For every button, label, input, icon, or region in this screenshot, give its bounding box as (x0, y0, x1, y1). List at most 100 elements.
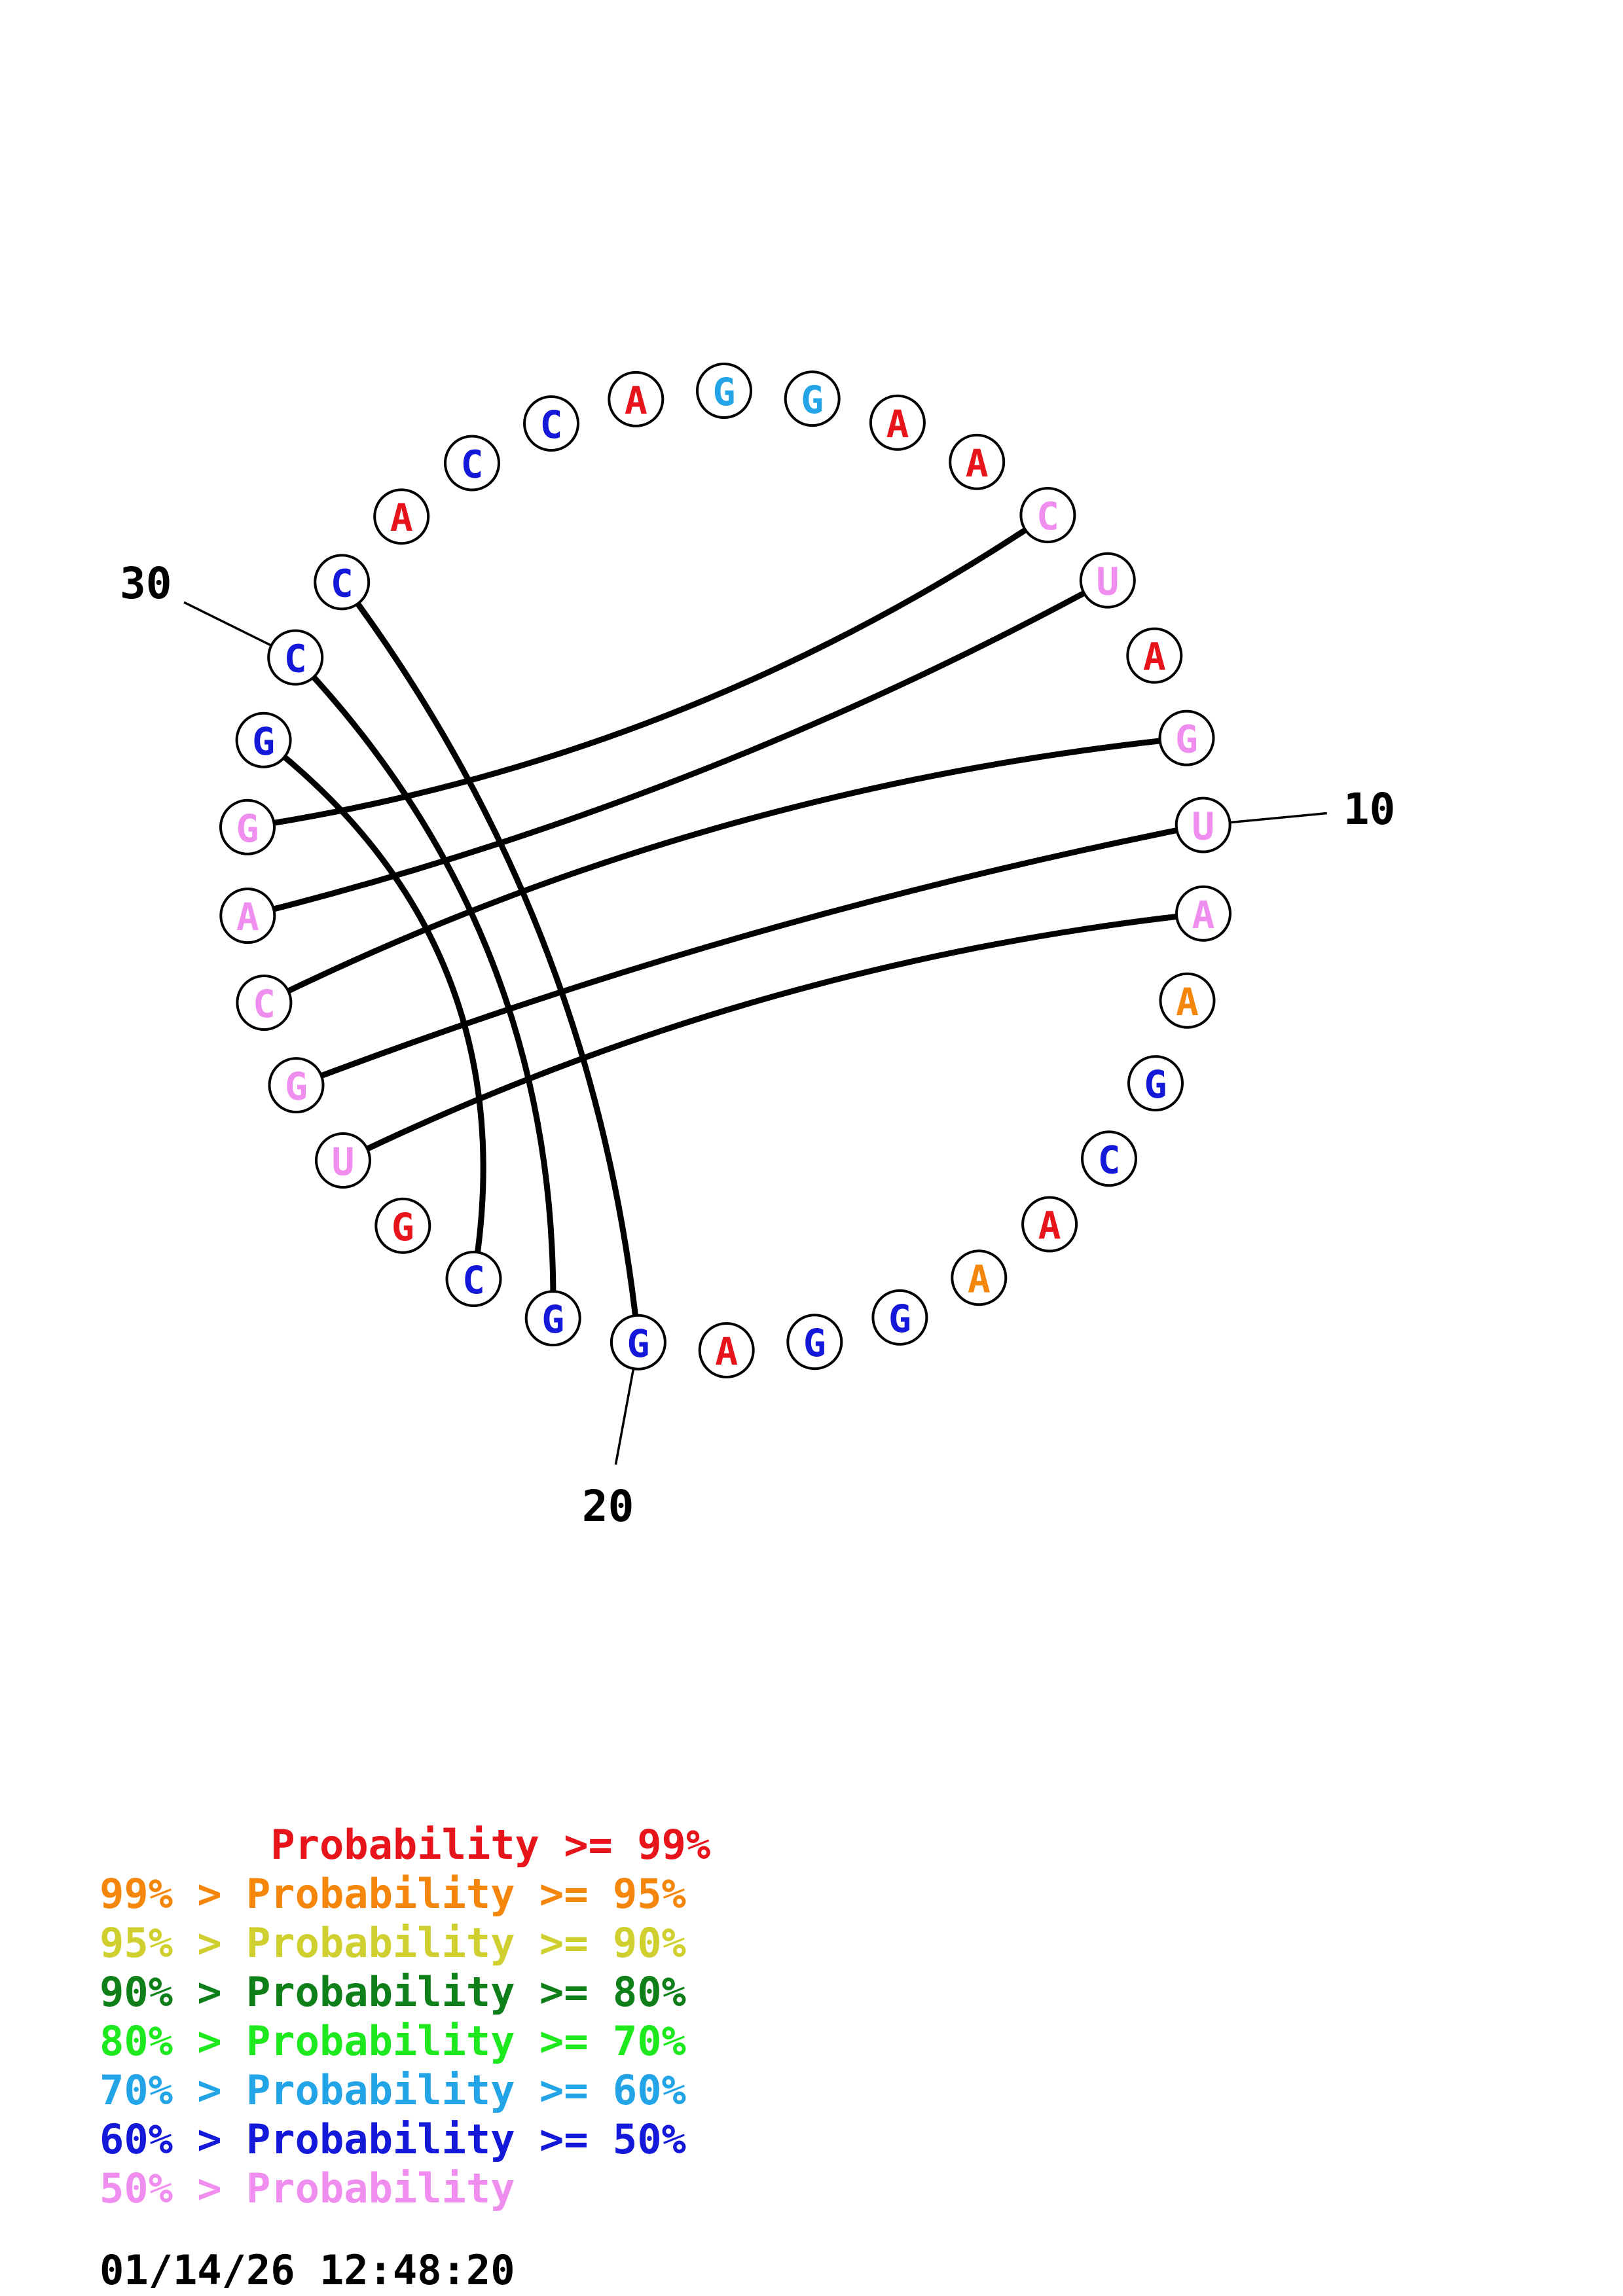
nucleotide-circle (610, 1314, 666, 1371)
nucleotide-letter: G (888, 1297, 911, 1341)
legend-entry-p50: 60% > Probability >= 50% (100, 2115, 686, 2163)
nucleotide-30: C (267, 629, 324, 686)
nucleotide-letter: A (625, 378, 647, 423)
nucleotide-25: G (268, 1057, 325, 1114)
nucleotide-circle (523, 395, 579, 452)
tick-line-30 (183, 601, 272, 647)
nucleotide-letter: A (236, 895, 259, 939)
nucleotide-letter: U (1192, 804, 1214, 849)
nucleotide-6: C (1019, 487, 1076, 543)
nucleotide-letter: G (627, 1321, 649, 1366)
nucleotide-circle (784, 370, 841, 427)
nucleotide-23: G (374, 1197, 431, 1254)
nucleotide-circle (444, 435, 500, 492)
nucleotide-10: U (1175, 797, 1231, 853)
nucleotide-4: A (869, 394, 926, 451)
nucleotide-letter: C (284, 637, 307, 681)
nucleotide-letter: A (1192, 893, 1215, 937)
timestamp: 01/14/26 12:48:20 (100, 2246, 515, 2294)
nucleotide-3: G (784, 370, 841, 427)
nucleotide-letter: G (1144, 1062, 1167, 1107)
nucleotide-22: C (445, 1251, 502, 1307)
nucleotide-letter: A (1038, 1204, 1061, 1248)
nucleotide-letter: A (886, 402, 909, 446)
nucleotide-letter: C (540, 403, 563, 447)
nucleotide-20: G (610, 1314, 666, 1371)
nucleotide-circle (698, 1322, 755, 1378)
nucleotide-letter: U (332, 1139, 355, 1184)
nucleotide-12: A (1159, 972, 1216, 1029)
nucleotide-28: G (219, 798, 276, 855)
nucleotide-letter: G (1175, 717, 1198, 762)
nucleotide-letter: G (252, 719, 275, 764)
nucleotide-letter: G (392, 1205, 414, 1249)
nucleotide-circle (219, 798, 276, 855)
nucleotide-24: U (315, 1132, 371, 1189)
nucleotide-letter: G (803, 1321, 826, 1365)
legend-entry-p60: 70% > Probability >= 60% (100, 2066, 686, 2114)
nucleotide-circle (608, 370, 665, 427)
nucleotide-11: A (1175, 885, 1231, 942)
nucleotide-circle (1019, 487, 1076, 543)
tick-label-20: 20 (582, 1481, 634, 1532)
nucleotide-circle (267, 629, 324, 686)
nucleotide-letter: G (541, 1297, 564, 1342)
nucleotide-33: C (444, 435, 500, 492)
nucleotide-1: A (608, 370, 665, 427)
nucleotide-34: C (523, 395, 579, 452)
nucleotide-5: A (949, 433, 1006, 490)
base-pair-arc-11-24 (340, 910, 1207, 1164)
nucleotide-circle (374, 1197, 431, 1254)
nucleotide-29: G (235, 711, 292, 768)
nucleotide-circle (1175, 797, 1231, 853)
position-ticks: 10 20 30 (120, 558, 1395, 1532)
nucleotide-letter: C (253, 982, 276, 1026)
nucleotide-circle (1175, 885, 1231, 942)
tick-line-20 (614, 1368, 635, 1465)
base-pair-arc-10-25 (293, 822, 1207, 1088)
nucleotide-circle (1126, 627, 1183, 684)
nucleotide-circle (314, 554, 371, 611)
nucleotide-letter: C (462, 1258, 485, 1302)
nucleotide-7: U (1079, 552, 1136, 609)
nucleotide-circle (235, 711, 292, 768)
nucleotide-16: A (951, 1249, 1008, 1306)
nucleotide-circle (219, 888, 276, 944)
nucleotide-letter: C (331, 561, 354, 605)
nucleotide-letter: A (715, 1329, 738, 1374)
nucleotide-letter: A (968, 1257, 991, 1301)
nucleotide-letter: C (461, 442, 484, 487)
nucleotide-circle (951, 1249, 1008, 1306)
legend-entry-p80: 90% > Probability >= 80% (100, 1968, 686, 2016)
base-pair-arc-6-28 (244, 512, 1051, 831)
nucleotide-9: G (1158, 709, 1215, 766)
nucleotide-26: C (236, 975, 293, 1031)
nucleotide-18: G (786, 1314, 843, 1371)
base-pair-arc-22-29 (261, 737, 486, 1282)
base-pair-arc-7-27 (244, 577, 1111, 919)
nucleotide-17: G (871, 1289, 928, 1346)
nucleotide-circle (1159, 972, 1216, 1029)
nucleotide-letter: G (285, 1064, 308, 1109)
nucleotide-circle (871, 1289, 928, 1346)
nucleotide-letter: G (713, 370, 736, 414)
nucleotide-circle (1079, 552, 1136, 609)
nucleotide-31: C (314, 554, 371, 611)
tick-line-10 (1230, 812, 1327, 824)
nucleotide-circle (696, 363, 752, 419)
nucleotide-15: A (1021, 1196, 1078, 1253)
nucleotide-circle (1021, 1196, 1078, 1253)
nucleotide-letter: C (1098, 1138, 1121, 1182)
nucleotide-8: A (1126, 627, 1183, 684)
base-pair-arcs (244, 512, 1207, 1346)
nucleotide-32: A (373, 488, 430, 545)
base-pair-arc-21-30 (292, 655, 556, 1321)
nucleotide-circle (236, 975, 293, 1031)
nucleotide-21: G (524, 1290, 581, 1347)
nucleotide-circle (1081, 1130, 1137, 1187)
nucleotide-letter: A (1176, 980, 1199, 1024)
nucleotide-letter: U (1096, 560, 1119, 604)
nucleotide-circle (268, 1057, 325, 1114)
nucleotide-circle (1127, 1055, 1184, 1112)
